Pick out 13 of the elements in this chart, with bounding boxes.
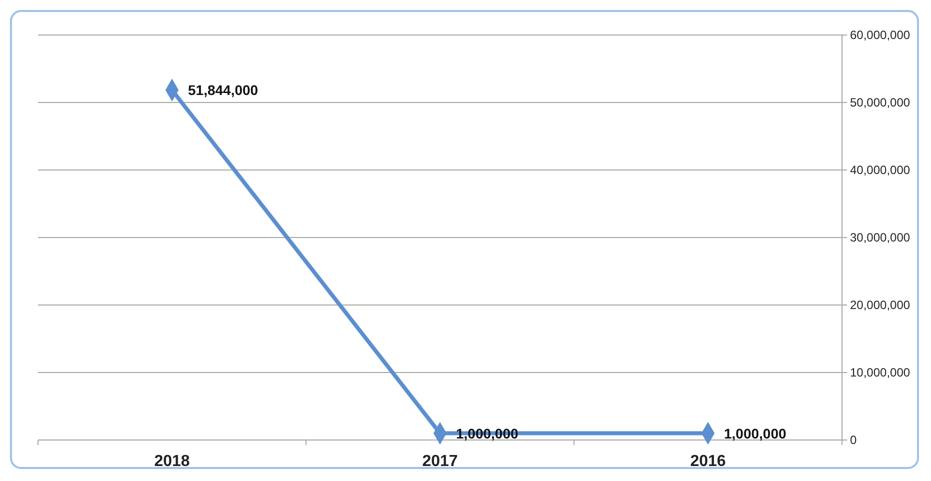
y-tick-label: 40,000,000 [850, 163, 910, 177]
x-tick-label: 2018 [154, 453, 190, 470]
data-label: 1,000,000 [456, 425, 518, 442]
x-tick-label: 2016 [690, 453, 726, 470]
data-label: 51,844,000 [188, 82, 258, 98]
y-tick-label: 60,000,000 [850, 28, 910, 42]
y-tick-label: 20,000,000 [850, 298, 910, 312]
x-tick-label: 2017 [422, 453, 458, 470]
data-label: 1,000,000 [724, 425, 786, 442]
y-tick-label: 50,000,000 [850, 96, 910, 110]
y-tick-label: 0 [850, 433, 857, 447]
y-tick-label: 30,000,000 [850, 230, 910, 244]
y-tick-label: 10,000,000 [850, 366, 910, 380]
